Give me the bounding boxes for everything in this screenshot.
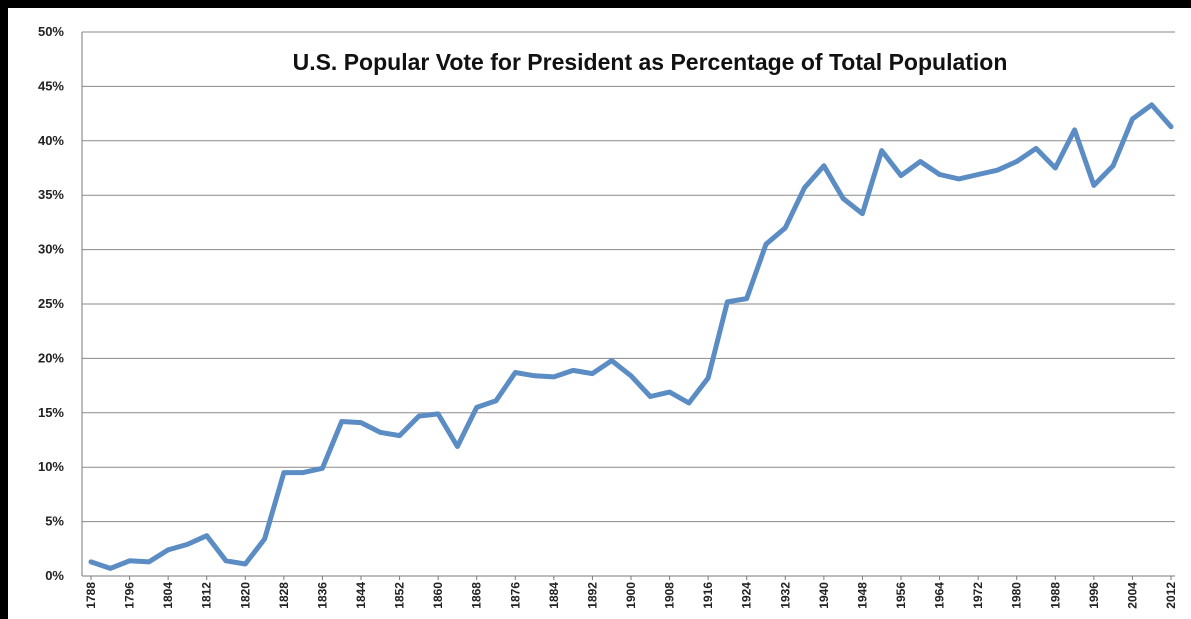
x-tick-label: 1860 <box>431 582 445 609</box>
x-tick-label: 1916 <box>701 582 715 609</box>
x-tick-label: 1972 <box>971 582 985 609</box>
axes <box>81 32 1175 580</box>
x-tick-label: 1980 <box>1010 582 1024 609</box>
x-tick-label: 1820 <box>238 582 252 609</box>
y-tick-label: 10% <box>38 459 64 474</box>
y-tick-label: 50% <box>38 24 64 39</box>
x-tick-label: 1844 <box>354 582 368 609</box>
x-tick-label: 1948 <box>855 582 869 609</box>
x-tick-label: 2004 <box>1125 582 1139 609</box>
x-tick-label: 1804 <box>161 582 175 609</box>
x-tick-label: 1940 <box>817 582 831 609</box>
x-tick-label: 1892 <box>585 582 599 609</box>
x-tick-label: 1876 <box>508 582 522 609</box>
x-tick-label: 1828 <box>277 582 291 609</box>
x-tick-label: 1964 <box>933 582 947 609</box>
x-tick-label: 1988 <box>1048 582 1062 609</box>
chart-title: U.S. Popular Vote for President as Perce… <box>293 49 1008 75</box>
y-tick-label: 20% <box>38 350 64 365</box>
y-tick-label: 35% <box>38 187 64 202</box>
x-tick-label: 1884 <box>547 582 561 609</box>
series-lines <box>88 102 1174 571</box>
y-tick-label: 45% <box>38 78 64 93</box>
x-tick-label: 1836 <box>315 582 329 609</box>
x-tick-label: 1812 <box>200 582 214 609</box>
y-tick-label: 25% <box>38 296 64 311</box>
x-tick-label: 1932 <box>778 582 792 609</box>
y-tick-label: 30% <box>38 242 64 257</box>
y-tick-labels: 0% 5% 10% 15% 20% 25% 30% 35% 40% 45% 50% <box>38 24 64 583</box>
x-tick-label: 1868 <box>470 582 484 609</box>
x-tick-label: 1796 <box>123 582 137 609</box>
y-tick-label: 15% <box>38 405 64 420</box>
x-tick-label: 2012 <box>1164 582 1178 609</box>
series-line <box>88 102 1174 571</box>
x-tick-label: 1852 <box>393 582 407 609</box>
x-tick-label: 1956 <box>894 582 908 609</box>
y-tick-label: 0% <box>45 568 64 583</box>
gridlines <box>82 31 1175 523</box>
x-tick-labels: 1788 1796 1804 1812 1820 1828 1836 1844 1852 1860… <box>84 582 1178 609</box>
x-tick-label: 1996 <box>1087 582 1101 609</box>
x-tick-label: 1788 <box>84 582 98 609</box>
y-tick-label: 5% <box>45 514 64 529</box>
x-tick-label: 1924 <box>740 582 754 609</box>
x-tick-label: 1908 <box>663 582 677 609</box>
x-tick-label: 1900 <box>624 582 638 609</box>
y-tick-label: 40% <box>38 133 64 148</box>
